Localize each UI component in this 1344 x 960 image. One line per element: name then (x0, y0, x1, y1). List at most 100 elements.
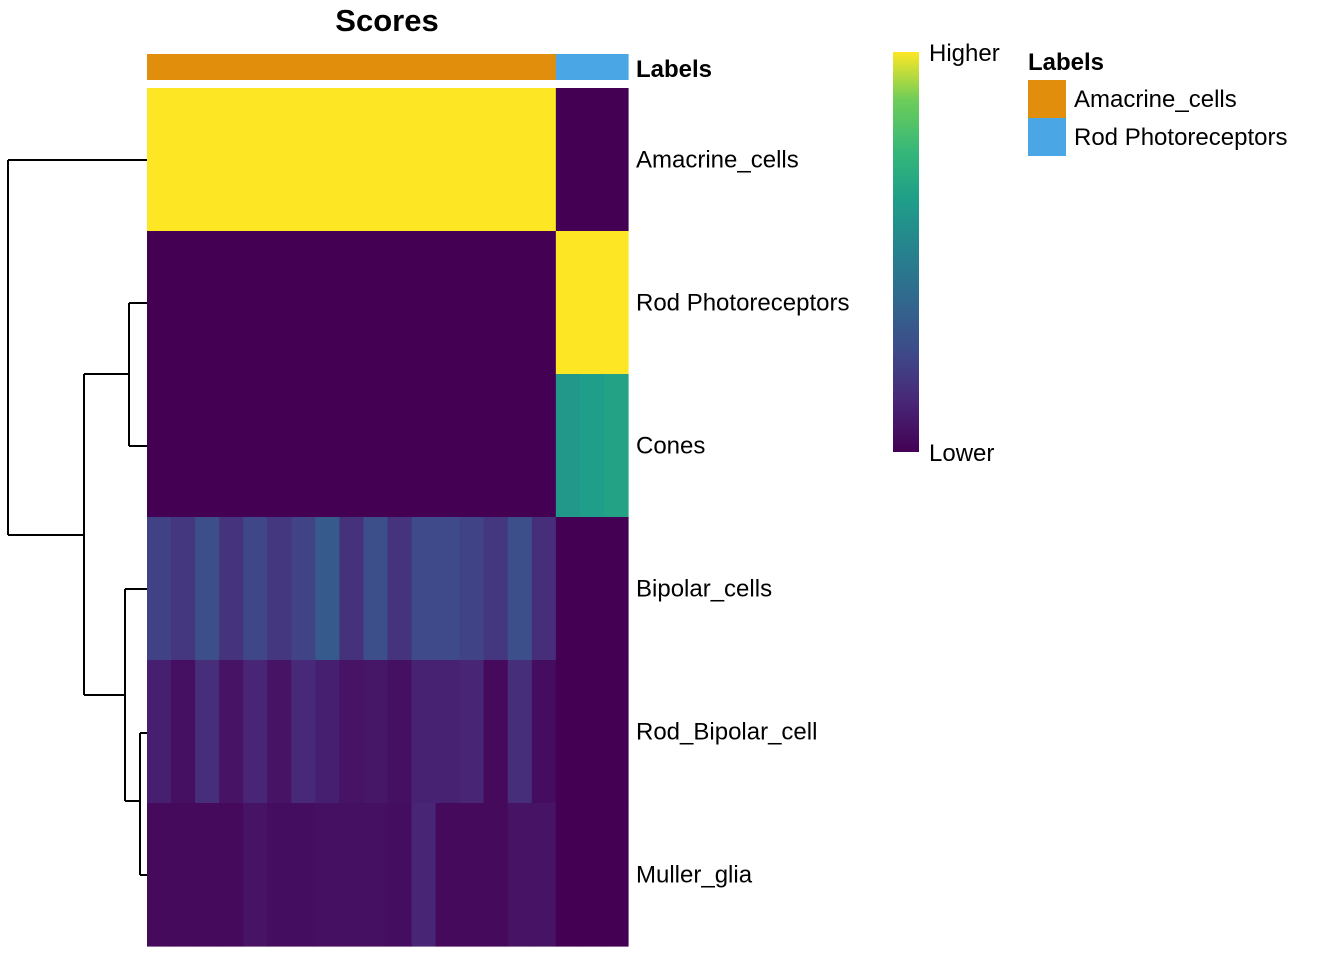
heatmap-cell (219, 88, 244, 232)
heatmap-cell (579, 517, 605, 661)
heatmap-cell (531, 660, 557, 804)
dendrogram-branch-rod-cones (128, 302, 147, 447)
heatmap-cell (579, 803, 605, 947)
heatmap-cell (243, 517, 268, 661)
row-label: Rod Photoreceptors (636, 290, 849, 317)
heatmap-cell (363, 517, 389, 661)
legend-label: Amacrine_cells (1074, 86, 1237, 113)
legend: Amacrine_cells Rod Photoreceptors (1028, 80, 1287, 156)
heatmap-cell (363, 374, 389, 518)
row-label: Bipolar_cells (636, 576, 772, 603)
heatmap-cell (603, 517, 629, 661)
heatmap-cell (411, 803, 437, 947)
heatmap-cell (219, 660, 244, 804)
heatmap-cell (387, 517, 413, 661)
heatmap-cell (507, 803, 533, 947)
chart-title: Scores (335, 3, 438, 38)
heatmap-cell (435, 88, 461, 232)
heatmap-cell (339, 517, 365, 661)
heatmap-cell (267, 374, 292, 518)
heatmap-cells (147, 88, 629, 947)
annotation-cell (411, 54, 437, 80)
heatmap-cell (315, 374, 340, 518)
heatmap-cell (171, 517, 196, 661)
heatmap-cell (483, 660, 509, 804)
heatmap-cell (387, 803, 413, 947)
heatmap-cell (555, 231, 581, 375)
heatmap-cell (195, 374, 220, 518)
heatmap-cell (267, 231, 292, 375)
heatmap-cell (531, 374, 557, 518)
heatmap-cell (435, 803, 461, 947)
annotation-cell (171, 54, 196, 80)
legend-title: Labels (1028, 49, 1104, 76)
heatmap-cell (531, 517, 557, 661)
heatmap-cell (555, 517, 581, 661)
heatmap-cell (315, 517, 340, 661)
annotation-cell (147, 54, 172, 80)
heatmap-cell (435, 517, 461, 661)
annotation-cell (219, 54, 244, 80)
heatmap-cell (147, 517, 172, 661)
heatmap-cell (531, 231, 557, 375)
heatmap-cell (603, 231, 629, 375)
colorbar (893, 52, 919, 452)
row-dendrogram (7, 159, 147, 876)
heatmap-cell (411, 88, 437, 232)
heatmap-cell (555, 88, 581, 232)
annotation-cell (195, 54, 220, 80)
heatmap-cell (483, 517, 509, 661)
heatmap-cell (483, 88, 509, 232)
annotation-cell (339, 54, 365, 80)
heatmap-cell (459, 517, 485, 661)
heatmap-cell (579, 88, 605, 232)
heatmap-cell (387, 374, 413, 518)
heatmap-cell (291, 374, 316, 518)
annotation-cell (555, 54, 581, 80)
dendrogram-branch-bipolar (124, 588, 147, 802)
heatmap-cell (459, 231, 485, 375)
heatmap-cell (411, 660, 437, 804)
dendrogram-branch-rodbipolar-muller (139, 732, 147, 876)
annotation-cell (459, 54, 485, 80)
annotation-cell (579, 54, 605, 80)
heatmap-cell (339, 803, 365, 947)
heatmap-cell (507, 374, 533, 518)
heatmap-cell (171, 660, 196, 804)
heatmap-cell (147, 803, 172, 947)
heatmap-cell (579, 660, 605, 804)
heatmap-cell (171, 88, 196, 232)
heatmap-cell (363, 231, 389, 375)
annotation-cell (507, 54, 533, 80)
heatmap-cell (243, 231, 268, 375)
heatmap-cell (363, 660, 389, 804)
heatmap-cell (579, 374, 605, 518)
heatmap-cell (267, 88, 292, 232)
annotation-cell (363, 54, 389, 80)
heatmap-cell (507, 88, 533, 232)
heatmap-cell (315, 88, 340, 232)
annotation-cell (291, 54, 316, 80)
heatmap-cell (267, 517, 292, 661)
dendrogram-branch-right (83, 373, 129, 696)
heatmap-cell (315, 231, 340, 375)
heatmap-cell (507, 517, 533, 661)
heatmap-cell (483, 231, 509, 375)
heatmap-cell (459, 660, 485, 804)
row-label: Cones (636, 433, 705, 460)
heatmap-cell (315, 660, 340, 804)
heatmap-cell (435, 660, 461, 804)
heatmap-cell (195, 88, 220, 232)
heatmap-cell (603, 88, 629, 232)
legend-label: Rod Photoreceptors (1074, 124, 1287, 151)
annotation-label: Labels (636, 56, 712, 83)
row-label: Rod_Bipolar_cell (636, 719, 817, 746)
heatmap-cell (555, 660, 581, 804)
heatmap-cell (267, 803, 292, 947)
heatmap-cell (291, 88, 316, 232)
heatmap-cell (555, 374, 581, 518)
heatmap-cell (147, 660, 172, 804)
heatmap-cell (243, 88, 268, 232)
heatmap-cell (387, 660, 413, 804)
heatmap-cell (339, 88, 365, 232)
